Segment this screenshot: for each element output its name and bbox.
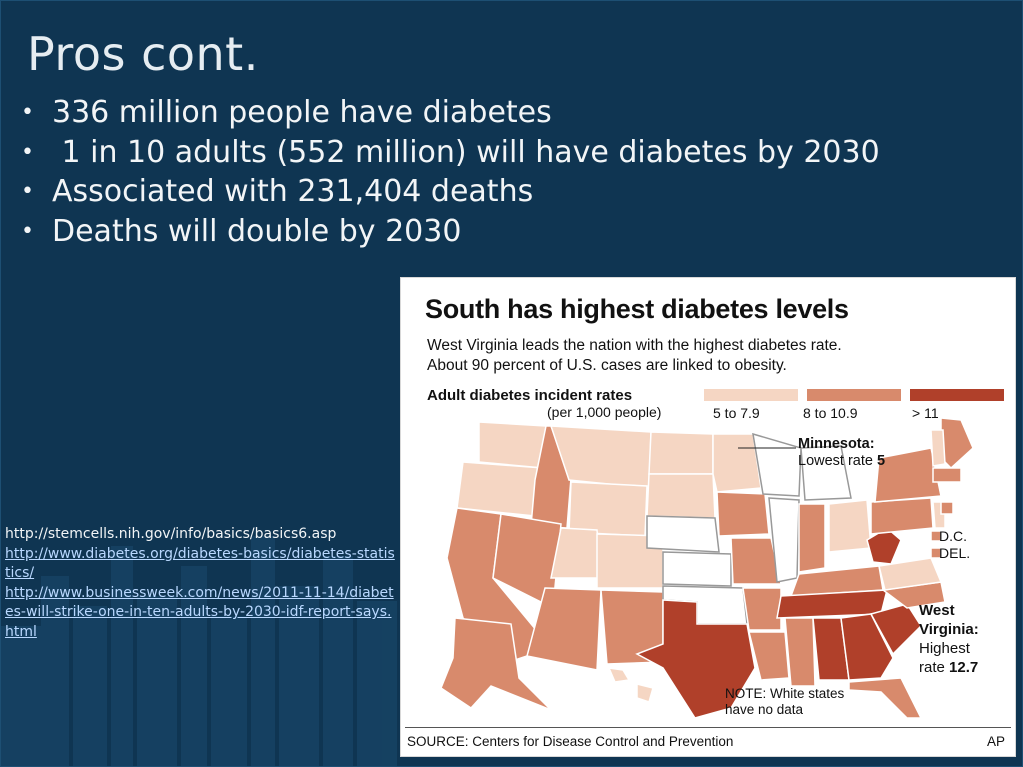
state-nebraska (646, 515, 720, 553)
state-pennsylvania (870, 497, 934, 535)
minnesota-annotation: Minnesota: Lowest rate 5 (798, 436, 885, 470)
note-line: have no data (725, 702, 804, 717)
city-skyline-background (1, 536, 397, 766)
state-oregon (456, 461, 544, 517)
state-kansas (662, 551, 732, 587)
state-south-carolina (869, 603, 922, 656)
source-divider (405, 727, 1011, 728)
bullet-item: • 336 million people have diabetes (21, 93, 880, 133)
figure-subtitle-line: About 90 percent of U.S. cases are linke… (427, 357, 787, 374)
figure-title: South has highest diabetes levels (425, 294, 849, 324)
del-label: DEL. (939, 545, 971, 561)
bullet-item: • 1 in 10 adults (552 million) will have… (21, 133, 880, 173)
state-indiana (798, 503, 826, 573)
wv-value: 12.7 (949, 659, 979, 676)
bullet-icon: • (21, 100, 34, 125)
us-diabetes-map (440, 418, 974, 718)
legend-swatch-high (910, 389, 1004, 401)
reference-list: http://stemcells.nih.gov/info/basics/bas… (5, 525, 397, 642)
bullet-text: 336 million people have diabetes (52, 95, 552, 130)
legend-label-high: > 11 (912, 405, 939, 421)
state-new-york (874, 447, 942, 503)
state-maine (940, 418, 974, 470)
bullet-text: Associated with 231,404 deaths (52, 174, 534, 209)
state-massachusetts (932, 467, 962, 483)
state-florida (848, 677, 922, 718)
west-virginia-annotation: West Virginia: Highest rate 12.7 (919, 601, 979, 677)
source-text: SOURCE: Centers for Disease Control and … (407, 734, 734, 749)
diabetes-map-figure: South has highest diabetes levels West V… (400, 277, 1016, 757)
legend-swatch-mid (807, 389, 901, 401)
state-arizona (526, 587, 602, 671)
reference-link[interactable]: http://www.diabetes.org/diabetes-basics/… (5, 545, 395, 582)
state-wisconsin (752, 432, 802, 497)
dc-del-legend: D.C. DEL. (939, 528, 970, 562)
bullet-item: • Deaths will double by 2030 (21, 212, 880, 252)
state-hawaii (607, 667, 631, 683)
bullet-icon: • (21, 139, 34, 165)
wv-text-line: Highest (919, 640, 970, 657)
state-north-dakota (648, 431, 714, 475)
state-georgia (840, 613, 894, 681)
figure-subtitle-line: West Virginia leads the nation with the … (427, 337, 842, 354)
legend-label-mid: 8 to 10.9 (803, 405, 858, 421)
state-ohio (828, 499, 872, 553)
note-line: NOTE: White states (725, 686, 845, 701)
state-missouri (730, 537, 782, 585)
wv-text-line: rate (919, 659, 945, 676)
state-iowa (716, 491, 770, 537)
state-hawaii-island (636, 683, 654, 703)
dc-label: D.C. (939, 528, 967, 544)
state-wyoming (568, 481, 648, 537)
credit-text: AP (986, 734, 1005, 749)
legend-subtitle: (per 1,000 people) (547, 404, 662, 420)
state-delaware (940, 501, 954, 515)
bullet-text: 1 in 10 adults (552 million) will have d… (52, 134, 880, 170)
bullet-list: • 336 million people have diabetes • 1 in… (21, 93, 880, 251)
state-louisiana (748, 631, 790, 681)
legend-swatch-low (704, 389, 798, 401)
legend-label-low: 5 to 7.9 (713, 405, 760, 421)
bullet-text: Deaths will double by 2030 (52, 213, 462, 249)
minnesota-value: 5 (877, 453, 886, 469)
reference-text: http://stemcells.nih.gov/info/basics/bas… (5, 526, 337, 542)
state-vermont-nh (930, 429, 946, 467)
wv-title-line: West (919, 602, 955, 619)
minnesota-text: Lowest rate (798, 453, 873, 469)
state-mississippi (784, 617, 816, 687)
state-arkansas (742, 587, 782, 631)
minnesota-title: Minnesota: (798, 436, 875, 452)
state-michigan (800, 445, 852, 501)
slide-title: Pros cont. (27, 27, 259, 81)
state-alaska (440, 617, 552, 711)
bullet-item: • Associated with 231,404 deaths (21, 172, 880, 212)
reference-link[interactable]: http://www.businessweek.com/news/2011-11… (5, 584, 394, 640)
legend-title: Adult diabetes incident rates (427, 387, 633, 404)
wv-title-line: Virginia: (919, 621, 979, 638)
bullet-icon: • (21, 179, 34, 204)
state-washington (478, 421, 547, 469)
bullet-icon: • (21, 218, 34, 244)
state-virginia (878, 557, 943, 591)
map-note: NOTE: White states have no data (725, 686, 844, 718)
state-south-dakota (646, 473, 716, 519)
state-texas (635, 599, 756, 718)
figure-subtitle: West Virginia leads the nation with the … (427, 336, 987, 376)
